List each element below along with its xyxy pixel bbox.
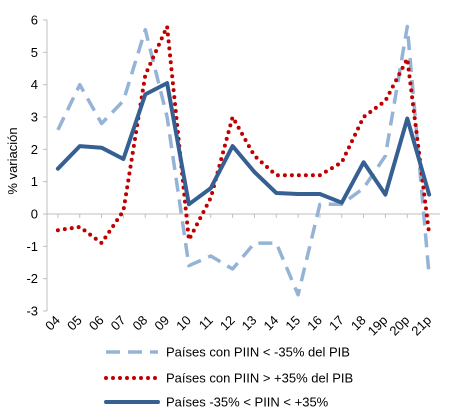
- series-lines: [55, 24, 432, 297]
- x-tick-label: 20p: [386, 313, 412, 339]
- y-tick-label: 6: [31, 13, 38, 28]
- legend: Países con PIIN < -35% del PIB Países con…: [104, 345, 353, 410]
- x-tick-label: 06: [86, 313, 107, 334]
- series-line-2: [55, 81, 432, 207]
- x-tick-label: 17: [326, 313, 347, 334]
- y-tick-label: -3: [26, 304, 38, 319]
- y-tick-label: -1: [26, 239, 38, 254]
- series-line-1: [55, 24, 432, 246]
- x-tick-label: 04: [42, 313, 63, 334]
- x-tick-label: 05: [64, 313, 85, 334]
- y-axis-title: % variación: [5, 127, 20, 194]
- y-tick-label: 4: [31, 77, 38, 92]
- x-tick-label: 07: [108, 313, 129, 334]
- x-tick-label: 12: [217, 313, 238, 334]
- x-tick-label: 11: [196, 313, 216, 333]
- x-tick-label: 09: [151, 313, 172, 334]
- y-tick-label: 0: [31, 207, 38, 222]
- y-tick-label: 1: [31, 174, 38, 189]
- legend-label-2: Países -35% < PIIN < +35%: [166, 395, 329, 410]
- x-tick-label: 16: [304, 313, 325, 334]
- x-tick-label: 08: [130, 313, 151, 334]
- x-tick-label: 10: [173, 313, 194, 334]
- y-tick-label: -2: [26, 271, 38, 286]
- legend-label-0: Países con PIIN < -35% del PIB: [166, 345, 350, 360]
- legend-label-1: Países con PIIN > +35% del PIB: [166, 371, 353, 386]
- x-tick-label: 14: [261, 313, 282, 334]
- x-tick-label: 19p: [365, 313, 391, 339]
- x-tick-label: 13: [239, 313, 260, 334]
- y-tick-label: 2: [31, 142, 38, 157]
- series-line-0: [56, 24, 431, 297]
- x-tick-label: 15: [282, 313, 303, 334]
- x-tick-label: 21p: [408, 313, 434, 339]
- y-tick-label: 5: [31, 45, 38, 60]
- y-tick-label: 3: [31, 110, 38, 125]
- y-ticks: -3 -2 -1 0 1 2 3 4 5 6: [26, 13, 47, 319]
